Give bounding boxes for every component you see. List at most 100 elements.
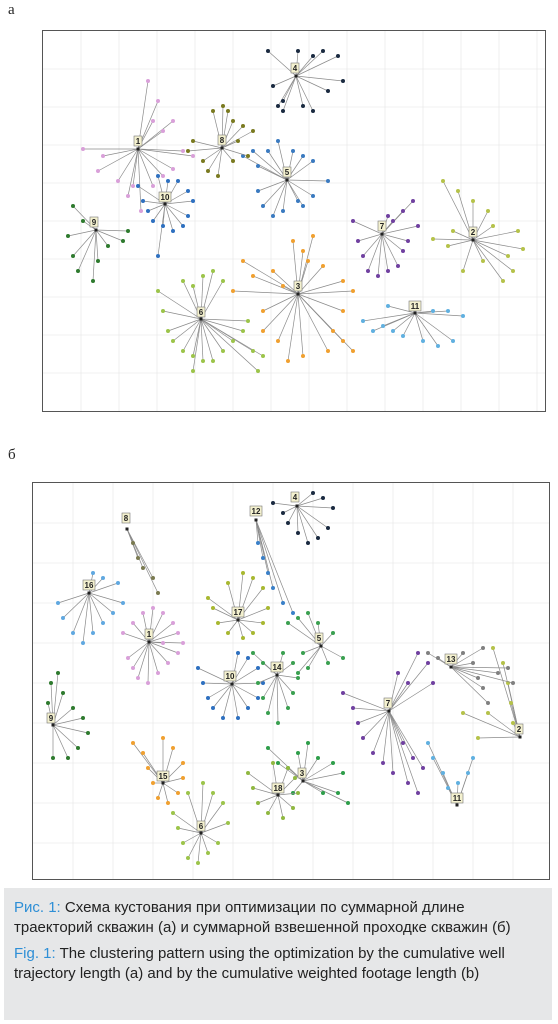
pad-label-box [290,491,300,503]
well-line [362,233,383,257]
well-point [301,104,305,108]
well-point [246,319,250,323]
well-line [52,707,74,726]
well-line [296,492,314,507]
well-point [241,329,245,333]
pad-label-box [444,653,458,665]
well-point [366,269,370,273]
well-point [121,631,125,635]
pad-center [236,618,240,622]
well-line [352,707,390,712]
well-point [266,746,270,750]
well-line [164,203,189,217]
well-point [201,681,205,685]
well-line [357,233,383,242]
well-point [251,631,255,635]
well-point [211,359,215,363]
well-point [211,706,215,710]
well-point [201,274,205,278]
well-line [387,305,416,314]
well-line [388,652,419,712]
well-line [88,592,94,634]
well-point [256,681,260,685]
well-point [291,691,295,695]
pad-label: 6 [199,822,204,831]
well-point [246,706,250,710]
pad-center [94,228,98,232]
well-point [481,646,485,650]
well-point [491,646,495,650]
well-line [137,148,142,212]
cluster-6: 6 [156,269,265,373]
well-line [252,787,279,796]
well-line [132,641,150,669]
well-point [296,616,300,620]
well-line [207,147,223,172]
well-point [191,369,195,373]
well-line [282,285,299,295]
well-line [295,75,314,112]
well-point [156,671,160,675]
well-point [181,761,185,765]
cluster-16: 16 [56,571,125,645]
well-point [291,791,295,795]
well-point [481,686,485,690]
cluster-10: 10 [136,174,195,258]
well-point [286,359,290,363]
well-point [481,259,485,263]
well-point [261,696,265,700]
well-point [156,174,160,178]
well-point [146,766,150,770]
well-line [492,647,521,738]
well-line [277,794,284,819]
well-line [267,794,279,814]
well-point [171,339,175,343]
well-point [293,776,297,780]
well-line [286,179,304,207]
well-point [296,671,300,675]
pad-center [387,709,391,713]
cluster-6: 6 [171,781,230,865]
well-point [261,556,265,560]
pad-label-box [383,697,393,709]
pad-label-box [468,226,478,238]
pad-label: 13 [447,655,456,664]
well-point [251,576,255,580]
well-line [296,505,329,529]
well-point [261,681,265,685]
well-point [191,139,195,143]
well-line [320,645,329,664]
well-point [281,651,285,655]
pad-label: 14 [273,663,282,672]
pad-label-box [46,712,56,724]
well-line [296,497,324,507]
well-point [351,289,355,293]
well-point [331,329,335,333]
pad-label: 8 [220,136,225,145]
well-line [237,607,269,621]
well-point [291,661,295,665]
well-line [402,312,416,337]
well-line [67,229,97,237]
well-point [146,79,150,83]
well-point [161,174,165,178]
well-line [382,312,416,327]
well-point [456,781,460,785]
well-line [200,832,219,844]
well-point [521,247,525,251]
well-line [276,674,289,709]
pad-center [471,238,475,242]
well-point [276,761,280,765]
well-line [217,619,239,624]
well-point [341,309,345,313]
well-point [406,681,410,685]
well-point [461,314,465,318]
well-line [227,619,239,634]
well-line [392,312,416,332]
well-point [276,104,280,108]
well-point [246,154,250,158]
well-point [281,209,285,213]
well-line [177,827,202,834]
well-line [277,792,299,796]
well-point [401,334,405,338]
